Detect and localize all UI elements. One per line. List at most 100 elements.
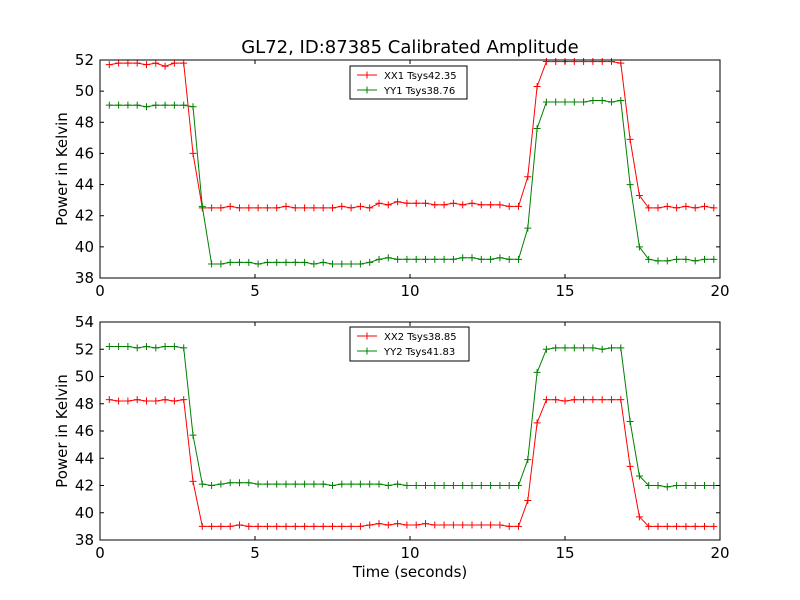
y-tick-label: 48: [75, 113, 94, 131]
legend-box: [349, 326, 470, 362]
figure-title: GL72, ID:87385 Calibrated Amplitude: [241, 37, 579, 58]
data-point: [440, 521, 448, 529]
y-axis-label: Power in Kelvin: [53, 112, 71, 226]
data-point: [347, 522, 355, 530]
data-point: [598, 58, 606, 66]
data-point: [598, 396, 606, 404]
x-tick-label: 5: [250, 282, 260, 300]
x-tick-label: 20: [710, 282, 729, 300]
data-point: [533, 368, 541, 376]
data-point: [477, 482, 485, 489]
data-point: [449, 255, 457, 263]
legend-entry-label: XX2 Tsys38.85: [384, 332, 457, 343]
data-point: [589, 58, 597, 66]
data-point: [608, 344, 615, 352]
data-point: [217, 260, 225, 268]
y-tick-label: 38: [75, 531, 94, 549]
data-point: [701, 482, 708, 489]
data-point: [496, 201, 504, 209]
data-point: [291, 258, 299, 266]
legend-entry-label: YY1 Tsys38.76: [383, 86, 455, 97]
legend-marker: [363, 347, 371, 355]
data-point: [608, 58, 615, 66]
data-point: [477, 255, 485, 263]
y-tick-label: 42: [75, 207, 94, 225]
data-point: [366, 480, 374, 488]
y-tick-label: 46: [75, 422, 94, 440]
data-point: [552, 98, 560, 106]
data-point: [440, 255, 448, 263]
data-point: [617, 396, 625, 404]
data-point: [449, 482, 457, 489]
data-point: [561, 98, 569, 106]
legend-marker: [363, 332, 371, 340]
data-point: [515, 482, 522, 489]
data-point: [384, 254, 392, 262]
data-point: [673, 255, 681, 263]
data-point: [124, 101, 132, 109]
data-point: [422, 255, 429, 263]
data-point: [682, 255, 690, 263]
data-point: [459, 482, 467, 489]
data-point: [133, 396, 141, 404]
data-point: [487, 201, 495, 209]
data-point: [329, 260, 336, 268]
data-point: [124, 343, 132, 351]
data-point: [524, 173, 532, 181]
data-point: [208, 260, 216, 268]
data-point: [152, 59, 160, 67]
data-point: [617, 59, 625, 67]
data-point: [701, 202, 708, 210]
data-point: [291, 204, 299, 212]
data-point: [533, 125, 541, 133]
data-point: [226, 522, 234, 530]
data-point: [152, 397, 160, 405]
data-point: [589, 396, 597, 404]
data-point: [431, 201, 439, 209]
data-point: [105, 61, 113, 69]
data-point: [663, 522, 671, 530]
data-point: [245, 258, 253, 266]
data-point: [403, 482, 411, 489]
data-point: [338, 480, 346, 488]
data-point: [375, 520, 383, 528]
data-point: [273, 258, 281, 266]
data-point: [217, 480, 225, 488]
data-point: [394, 255, 402, 263]
data-point: [468, 199, 476, 207]
data-point: [645, 522, 653, 530]
y-tick-label: 48: [75, 395, 94, 413]
data-point: [570, 344, 578, 352]
x-tick-label: 5: [250, 544, 260, 562]
data-point: [273, 522, 281, 530]
data-point: [459, 521, 467, 529]
legend: XX2 Tsys38.85 YY2 Tsys41.83: [349, 326, 470, 362]
data-point: [477, 521, 485, 529]
data-point: [552, 396, 560, 404]
data-point: [366, 258, 374, 266]
data-point: [319, 522, 327, 530]
data-point: [263, 522, 271, 530]
data-point: [468, 482, 476, 489]
data-point: [682, 202, 690, 210]
y-tick-label: 52: [75, 340, 94, 358]
data-point: [236, 479, 243, 487]
data-point: [310, 522, 318, 530]
data-point: [356, 202, 364, 210]
data-point: [217, 522, 225, 530]
data-point: [143, 103, 150, 111]
data-point: [552, 58, 560, 66]
data-point: [626, 462, 634, 470]
data-point: [170, 343, 178, 351]
y-tick-label: 50: [75, 368, 94, 386]
data-point: [375, 255, 383, 263]
top-chart-panel: 0 5 10 15 20 38 40 42 44 46 48 50 52 Power in Kelvin X…: [53, 51, 730, 300]
data-point: [310, 480, 318, 488]
data-point: [208, 522, 216, 530]
data-point: [105, 396, 113, 404]
data-point: [663, 483, 671, 491]
x-axis-label: Time (seconds): [352, 563, 468, 581]
data-point: [105, 343, 113, 351]
data-point: [691, 257, 699, 265]
